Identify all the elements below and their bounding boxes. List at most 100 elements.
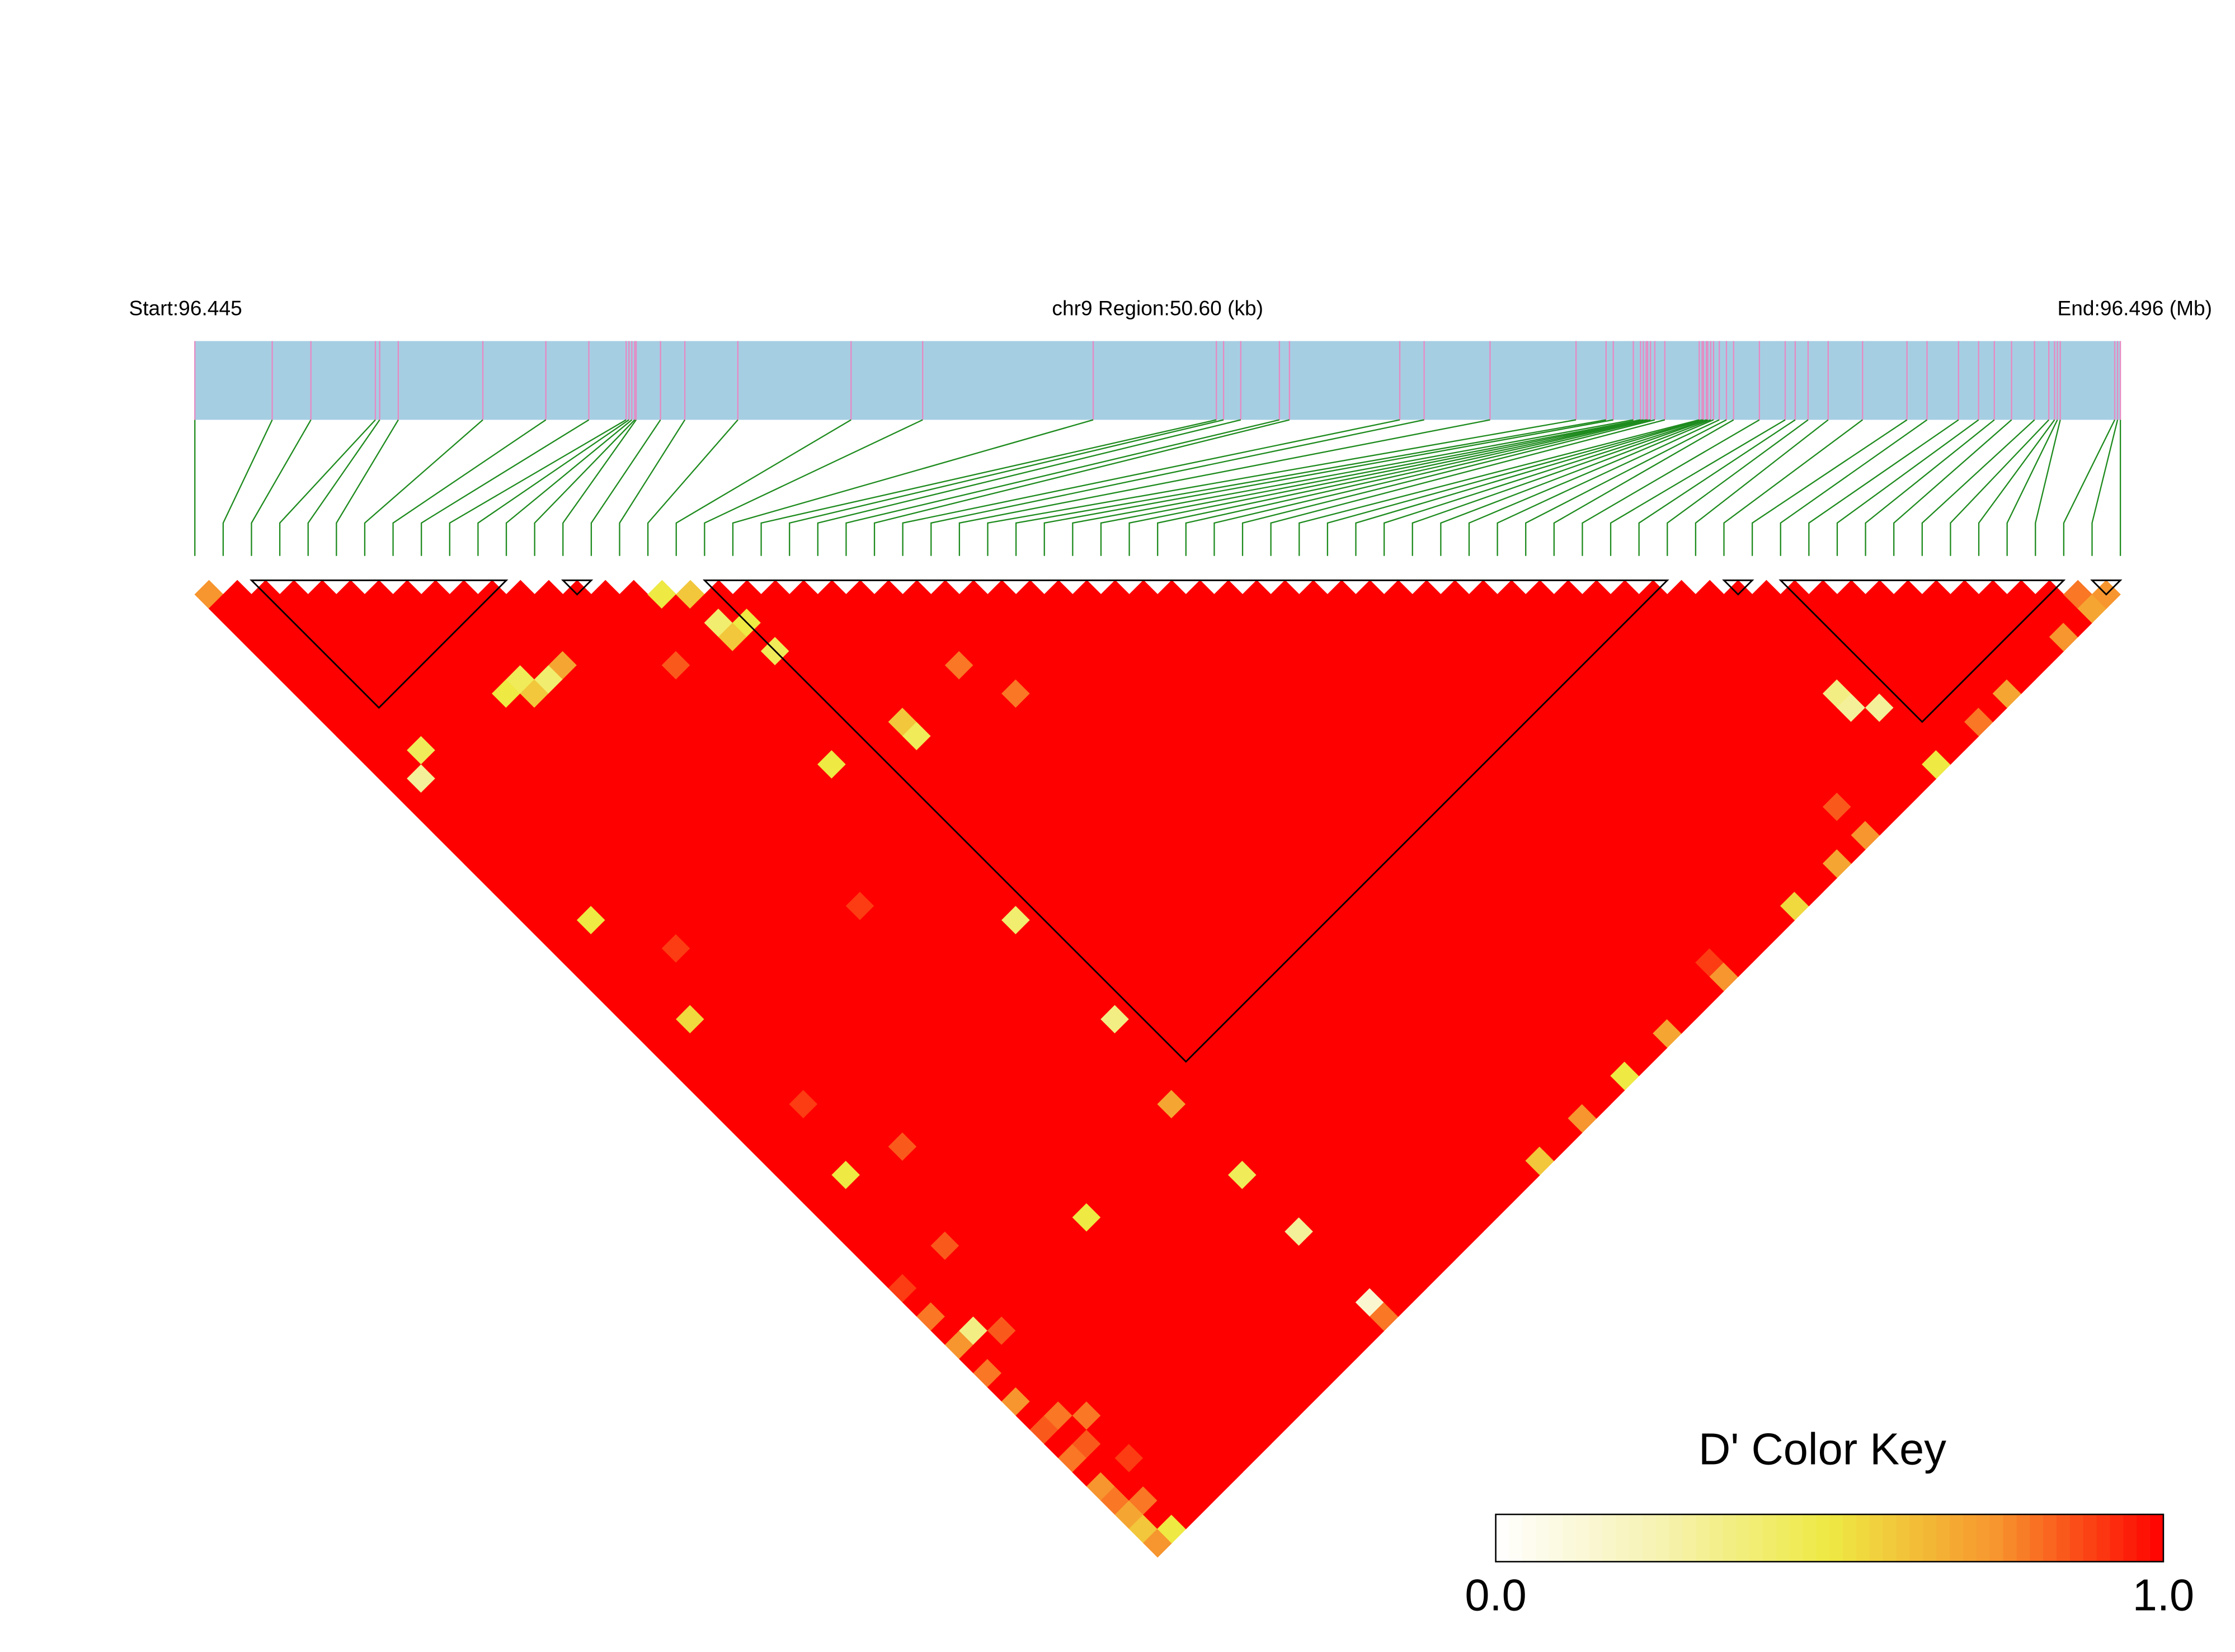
snp-link <box>1723 419 1863 556</box>
color-step <box>1762 1514 1777 1562</box>
snp-link <box>1185 419 1648 556</box>
snp-link <box>1667 419 1809 556</box>
color-step <box>2123 1514 2138 1562</box>
color-step <box>1629 1514 1644 1562</box>
color-step <box>1989 1514 2004 1562</box>
snp-link <box>279 419 376 556</box>
color-step <box>1562 1514 1577 1562</box>
color-step <box>1549 1514 1563 1562</box>
color-step <box>1816 1514 1831 1562</box>
color-step <box>2110 1514 2124 1562</box>
snp-link <box>987 419 1577 556</box>
color-step <box>1856 1514 1870 1562</box>
snp-link <box>1270 419 1665 556</box>
color-step <box>2043 1514 2058 1562</box>
color-step <box>1789 1514 1804 1562</box>
color-step <box>1923 1514 1937 1562</box>
snp-link <box>1298 419 1700 556</box>
snp-link <box>1157 419 1646 556</box>
color-step <box>1869 1514 1884 1562</box>
snp-link <box>1072 419 1634 556</box>
colorbar-title: D' Color Key <box>1698 1424 1946 1474</box>
snp-link <box>1582 419 1760 556</box>
ld-block <box>2090 579 2123 596</box>
color-step <box>1776 1514 1790 1562</box>
color-step <box>1575 1514 1590 1562</box>
color-step <box>1682 1514 1697 1562</box>
color-step <box>1723 1514 1737 1562</box>
region-label: chr9 Region:50.60 (kb) <box>1052 296 1263 320</box>
snp-link <box>1383 419 1707 556</box>
color-step <box>1643 1514 1657 1562</box>
color-step <box>1896 1514 1911 1562</box>
snp-link <box>1921 419 2035 556</box>
snp-link <box>2063 419 2116 556</box>
snp-link <box>392 419 547 556</box>
snp-link <box>1695 419 1829 556</box>
color-step <box>1829 1514 1844 1562</box>
color-step <box>1602 1514 1617 1562</box>
snp-link <box>675 419 851 556</box>
color-step <box>1883 1514 1897 1562</box>
color-step <box>1950 1514 1964 1562</box>
snp-link <box>1808 419 1959 556</box>
color-step <box>2069 1514 2084 1562</box>
snp-link <box>364 419 483 556</box>
color-step <box>1803 1514 1817 1562</box>
snp-link <box>449 419 627 556</box>
snp-link <box>1411 419 1709 556</box>
color-step <box>2137 1514 2151 1562</box>
color-step <box>1843 1514 1857 1562</box>
color-step <box>1709 1514 1724 1562</box>
color-step <box>1589 1514 1603 1562</box>
snp-link <box>1865 419 1995 556</box>
snp-link <box>1100 419 1641 556</box>
snp-link <box>307 419 380 556</box>
colorbar-frame <box>1495 1513 2165 1562</box>
snp-link <box>505 419 633 556</box>
ld-block <box>702 579 1669 1063</box>
color-step <box>2150 1514 2164 1562</box>
color-step <box>1509 1514 1523 1562</box>
snp-link <box>1836 419 1979 556</box>
snp-link <box>958 419 1490 556</box>
snp-link <box>704 419 923 556</box>
snp-link <box>760 419 1217 556</box>
snp-link <box>1043 419 1613 556</box>
color-step <box>1522 1514 1537 1562</box>
color-step <box>1963 1514 1977 1562</box>
snp-link <box>1241 419 1655 556</box>
snp-link <box>1638 419 1796 556</box>
color-step <box>1736 1514 1751 1562</box>
snp-link <box>562 419 637 556</box>
snp-link <box>590 419 661 556</box>
color-step <box>2016 1514 2031 1562</box>
snp-link <box>2091 420 2119 556</box>
snp-link <box>1525 419 1727 556</box>
snp-link <box>534 419 636 556</box>
position-bar <box>195 341 2121 420</box>
snp-link <box>732 419 1094 556</box>
snp-link <box>421 419 590 556</box>
color-step <box>1696 1514 1710 1562</box>
color-step <box>1749 1514 1763 1562</box>
snp-link <box>1355 419 1704 556</box>
snp-link <box>902 419 1400 556</box>
snp-link <box>251 419 312 556</box>
snp-link <box>1978 419 2055 556</box>
snp-link <box>1468 419 1714 556</box>
snp-link <box>1893 419 2012 556</box>
ld-block <box>1778 579 2066 723</box>
color-step <box>2096 1514 2111 1562</box>
ld-block <box>561 579 594 596</box>
snp-link <box>1440 419 1711 556</box>
snp-link <box>1497 419 1720 556</box>
start-label: Start:96.445 <box>129 296 242 320</box>
snp-link <box>2035 420 2061 556</box>
color-step <box>2057 1514 2071 1562</box>
snp-link <box>1015 419 1607 556</box>
snp-link <box>222 419 273 556</box>
color-step <box>1909 1514 1924 1562</box>
